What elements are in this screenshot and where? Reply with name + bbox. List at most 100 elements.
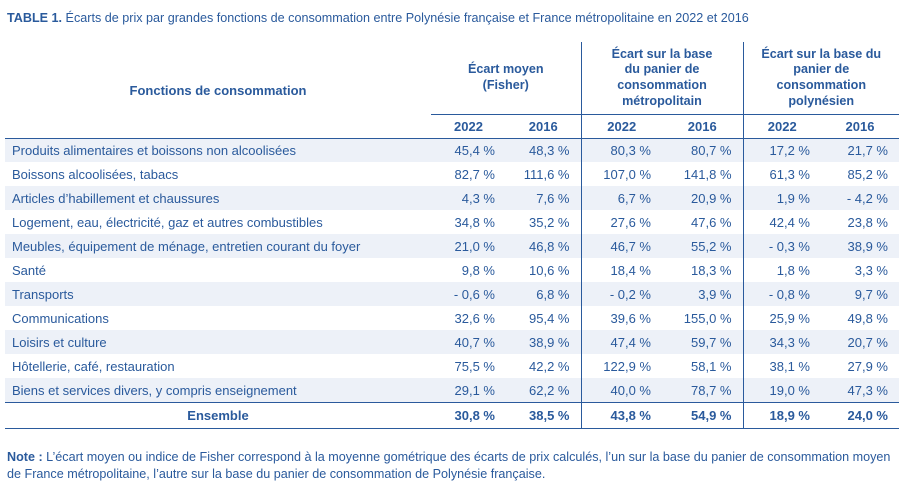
cell-value: 34,8 % (454, 214, 495, 230)
cell-value: 58,1 % (691, 358, 732, 374)
cell-value: 35,2 % (529, 214, 570, 230)
table-title-text: Écarts de prix par grandes fonctions de … (62, 11, 749, 25)
cell-value: 38,5 % (506, 401, 581, 429)
cell-value: 62,2 % (529, 382, 570, 398)
table-row: Transports - 0,6 % 6,8 % - 0,2 % 3,9 % -… (5, 282, 899, 307)
cell-value: 80,3 % (580, 138, 662, 163)
cell-value: 38,9 % (847, 238, 888, 254)
cell-value: 75,5 % (454, 358, 495, 374)
cell-value: - 0,8 % (742, 282, 821, 307)
table-title: TABLE 1. Écarts de prix par grandes fonc… (7, 10, 894, 26)
cell-value: 46,7 % (580, 234, 662, 259)
cell-value: 59,7 % (691, 334, 732, 350)
table-row: Boissons alcoolisées, tabacs 82,7 % 111,… (5, 162, 899, 187)
year-header: 2016 (821, 114, 899, 139)
cell-value: 18,3 % (691, 262, 732, 278)
row-label: Biens et services divers, y compris ense… (12, 382, 297, 398)
cell-value: - 0,3 % (742, 234, 821, 259)
cell-value: 42,4 % (742, 210, 821, 235)
table-row: Meubles, équipement de ménage, entretien… (5, 234, 899, 259)
year-header: 2016 (662, 114, 743, 139)
year-header: 2022 (580, 114, 662, 139)
table-row: Santé 9,8 % 10,6 % 18,4 % 18,3 % 1,8 % 3… (5, 258, 899, 283)
year-header: 2022 (742, 114, 821, 139)
cell-value: 38,9 % (529, 334, 570, 350)
cell-value: 39,6 % (580, 306, 662, 331)
row-label: Loisirs et culture (12, 334, 107, 350)
col-header-poly-basket: Écart sur la base du panier de consommat… (742, 42, 899, 115)
note-prefix: Note : (7, 449, 43, 464)
row-label: Transports (12, 286, 74, 302)
cell-value: 40,7 % (454, 334, 495, 350)
cell-value: 25,9 % (742, 306, 821, 331)
cell-value: 9,8 % (461, 262, 495, 278)
cell-value: 1,8 % (742, 258, 821, 283)
row-label: Communications (12, 310, 109, 326)
row-label: Santé (12, 262, 46, 278)
table-row: Loisirs et culture 40,7 % 38,9 % 47,4 % … (5, 330, 899, 355)
cell-value: 47,6 % (691, 214, 732, 230)
cell-value: 42,2 % (529, 358, 570, 374)
cell-value: 34,3 % (742, 330, 821, 355)
price-gaps-table: Fonctions de consommation Écart moyen (F… (5, 42, 899, 429)
cell-value: 18,9 % (742, 401, 821, 429)
cell-value: 4,3 % (461, 190, 495, 206)
cell-value: 9,7 % (854, 286, 888, 302)
cell-value: 155,0 % (683, 310, 732, 326)
cell-value: 95,4 % (529, 310, 570, 326)
row-label: Boissons alcoolisées, tabacs (12, 166, 179, 182)
cell-value: 47,3 % (847, 382, 888, 398)
table-row: Biens et services divers, y compris ense… (5, 378, 899, 403)
total-row: Ensemble 30,8 % 38,5 % 43,8 % 54,9 % 18,… (5, 401, 899, 429)
row-label: Logement, eau, électricité, gaz et autre… (12, 214, 323, 230)
cell-value: 43,8 % (580, 401, 662, 429)
col-header-functions: Fonctions de consommation (5, 42, 431, 139)
group-header-row: Fonctions de consommation Écart moyen (F… (5, 42, 899, 139)
cell-value: 49,8 % (847, 310, 888, 326)
cell-value: 18,4 % (580, 258, 662, 283)
cell-value: 27,6 % (580, 210, 662, 235)
cell-value: 48,3 % (529, 143, 570, 159)
cell-value: - 4,2 % (846, 190, 888, 206)
cell-value: 46,8 % (529, 238, 570, 254)
cell-value: 7,6 % (536, 190, 570, 206)
cell-value: 3,3 % (854, 262, 888, 278)
cell-value: - 0,2 % (580, 282, 662, 307)
row-label: Meubles, équipement de ménage, entretien… (12, 238, 361, 254)
table-row: Produits alimentaires et boissons non al… (5, 138, 899, 163)
cell-value: 6,7 % (580, 186, 662, 211)
cell-value: 47,4 % (580, 330, 662, 355)
cell-value: 30,8 % (431, 401, 506, 429)
cell-value: 1,9 % (742, 186, 821, 211)
row-label: Articles d’habillement et chaussures (12, 190, 220, 206)
table-title-prefix: TABLE 1. (7, 11, 63, 25)
cell-value: 40,0 % (580, 378, 662, 403)
year-header: 2016 (506, 114, 581, 139)
table-row: Articles d’habillement et chaussures 4,3… (5, 186, 899, 211)
cell-value: - 0,6 % (453, 286, 495, 302)
cell-value: 23,8 % (847, 214, 888, 230)
cell-value: 21,7 % (847, 143, 888, 159)
cell-value: 29,1 % (454, 382, 495, 398)
cell-value: 17,2 % (742, 138, 821, 163)
table-row: Communications 32,6 % 95,4 % 39,6 % 155,… (5, 306, 899, 331)
table-note: Note : L’écart moyen ou indice de Fisher… (7, 449, 893, 484)
row-label: Hôtellerie, café, restauration (12, 358, 175, 374)
col-header-metro-basket: Écart sur la base du panier de consommat… (580, 42, 743, 115)
cell-value: 111,6 % (523, 166, 570, 182)
cell-value: 38,1 % (742, 354, 821, 379)
row-label: Produits alimentaires et boissons non al… (12, 143, 296, 159)
cell-value: 6,8 % (536, 286, 570, 302)
cell-value: 19,0 % (742, 378, 821, 403)
cell-value: 122,9 % (580, 354, 662, 379)
col-header-fisher: Écart moyen (Fisher) (431, 42, 581, 115)
cell-value: 82,7 % (454, 166, 495, 182)
year-header-row: 2022 2016 2022 2016 2022 2016 (5, 114, 899, 139)
year-header: 2022 (431, 114, 506, 139)
cell-value: 78,7 % (691, 382, 732, 398)
cell-value: 80,7 % (691, 143, 732, 159)
cell-value: 20,7 % (847, 334, 888, 350)
cell-value: 61,3 % (742, 162, 821, 187)
cell-value: 32,6 % (454, 310, 495, 326)
